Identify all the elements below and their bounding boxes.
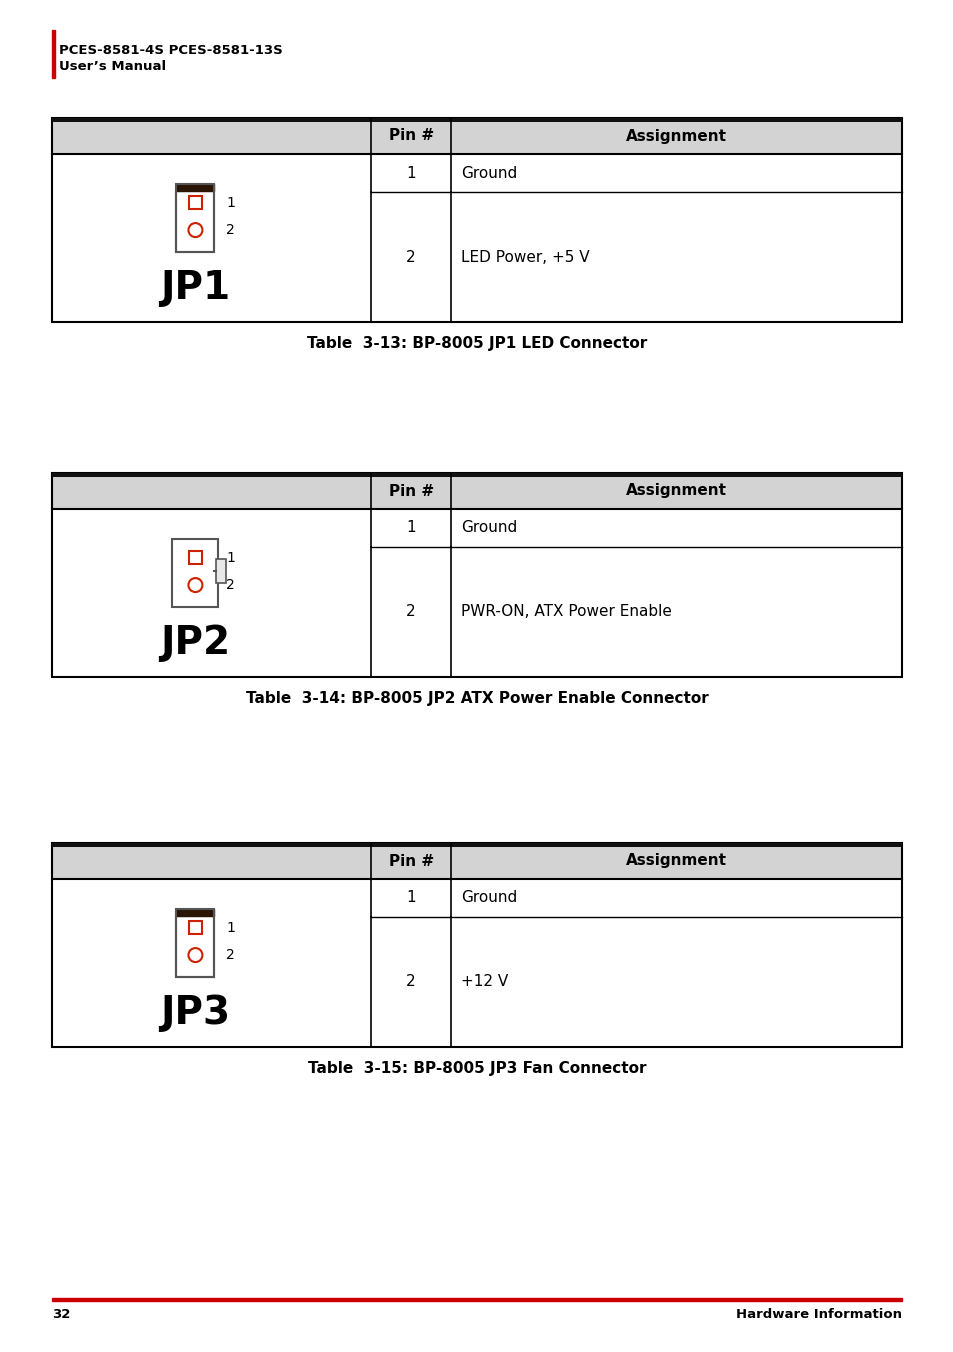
- Text: 32: 32: [52, 1307, 71, 1321]
- Bar: [52, 192, 901, 322]
- Text: LED Power, +5 V: LED Power, +5 V: [461, 250, 590, 265]
- Bar: [176, 191, 214, 251]
- Text: JP2: JP2: [160, 625, 231, 662]
- Bar: [52, 473, 901, 477]
- Bar: [216, 560, 226, 583]
- Bar: [52, 118, 901, 322]
- Text: Assignment: Assignment: [625, 128, 726, 143]
- Bar: [52, 879, 901, 917]
- Bar: [52, 844, 901, 879]
- Bar: [52, 154, 901, 192]
- Bar: [172, 539, 218, 607]
- Bar: [189, 921, 202, 934]
- Text: +12 V: +12 V: [461, 975, 508, 990]
- Text: 1: 1: [406, 521, 416, 535]
- Text: PWR-ON, ATX Power Enable: PWR-ON, ATX Power Enable: [461, 604, 672, 619]
- Bar: [52, 1298, 901, 1301]
- Bar: [176, 909, 214, 977]
- Text: 2: 2: [226, 223, 235, 237]
- Bar: [52, 508, 901, 548]
- Text: Pin #: Pin #: [388, 484, 434, 499]
- Text: Hardware Information: Hardware Information: [735, 1307, 901, 1321]
- Text: 1: 1: [226, 196, 235, 210]
- Text: JP3: JP3: [160, 995, 231, 1033]
- Text: 1: 1: [226, 550, 235, 565]
- Text: Assignment: Assignment: [625, 853, 726, 868]
- Bar: [52, 118, 901, 154]
- Text: PCES-8581-4S PCES-8581-13S: PCES-8581-4S PCES-8581-13S: [59, 45, 282, 57]
- Bar: [52, 473, 901, 677]
- Text: 2: 2: [406, 975, 416, 990]
- Bar: [189, 552, 202, 564]
- Text: 2: 2: [406, 250, 416, 265]
- Bar: [52, 917, 901, 1046]
- Bar: [176, 909, 214, 915]
- Text: Table  3-14: BP-8005 JP2 ATX Power Enable Connector: Table 3-14: BP-8005 JP2 ATX Power Enable…: [245, 691, 708, 706]
- Text: Pin #: Pin #: [388, 853, 434, 868]
- Text: User’s Manual: User’s Manual: [59, 59, 166, 73]
- Text: 2: 2: [406, 604, 416, 619]
- Bar: [52, 118, 901, 122]
- Text: 2: 2: [226, 579, 235, 592]
- Bar: [52, 473, 901, 508]
- Text: Ground: Ground: [461, 891, 517, 906]
- Bar: [52, 844, 901, 1046]
- Text: 1: 1: [226, 921, 235, 934]
- Text: Assignment: Assignment: [625, 484, 726, 499]
- Bar: [52, 844, 901, 846]
- Text: Ground: Ground: [461, 165, 517, 181]
- Bar: [52, 30, 55, 78]
- Bar: [189, 196, 202, 210]
- Text: Pin #: Pin #: [388, 128, 434, 143]
- Text: 1: 1: [406, 891, 416, 906]
- Text: JP1: JP1: [160, 269, 231, 307]
- Text: Table  3-15: BP-8005 JP3 Fan Connector: Table 3-15: BP-8005 JP3 Fan Connector: [308, 1061, 645, 1076]
- Bar: [176, 184, 214, 191]
- Bar: [176, 184, 214, 251]
- Bar: [52, 548, 901, 677]
- Text: Ground: Ground: [461, 521, 517, 535]
- Text: 2: 2: [226, 948, 235, 963]
- Text: 1: 1: [406, 165, 416, 181]
- Text: Table  3-13: BP-8005 JP1 LED Connector: Table 3-13: BP-8005 JP1 LED Connector: [307, 337, 646, 352]
- Bar: [176, 915, 214, 977]
